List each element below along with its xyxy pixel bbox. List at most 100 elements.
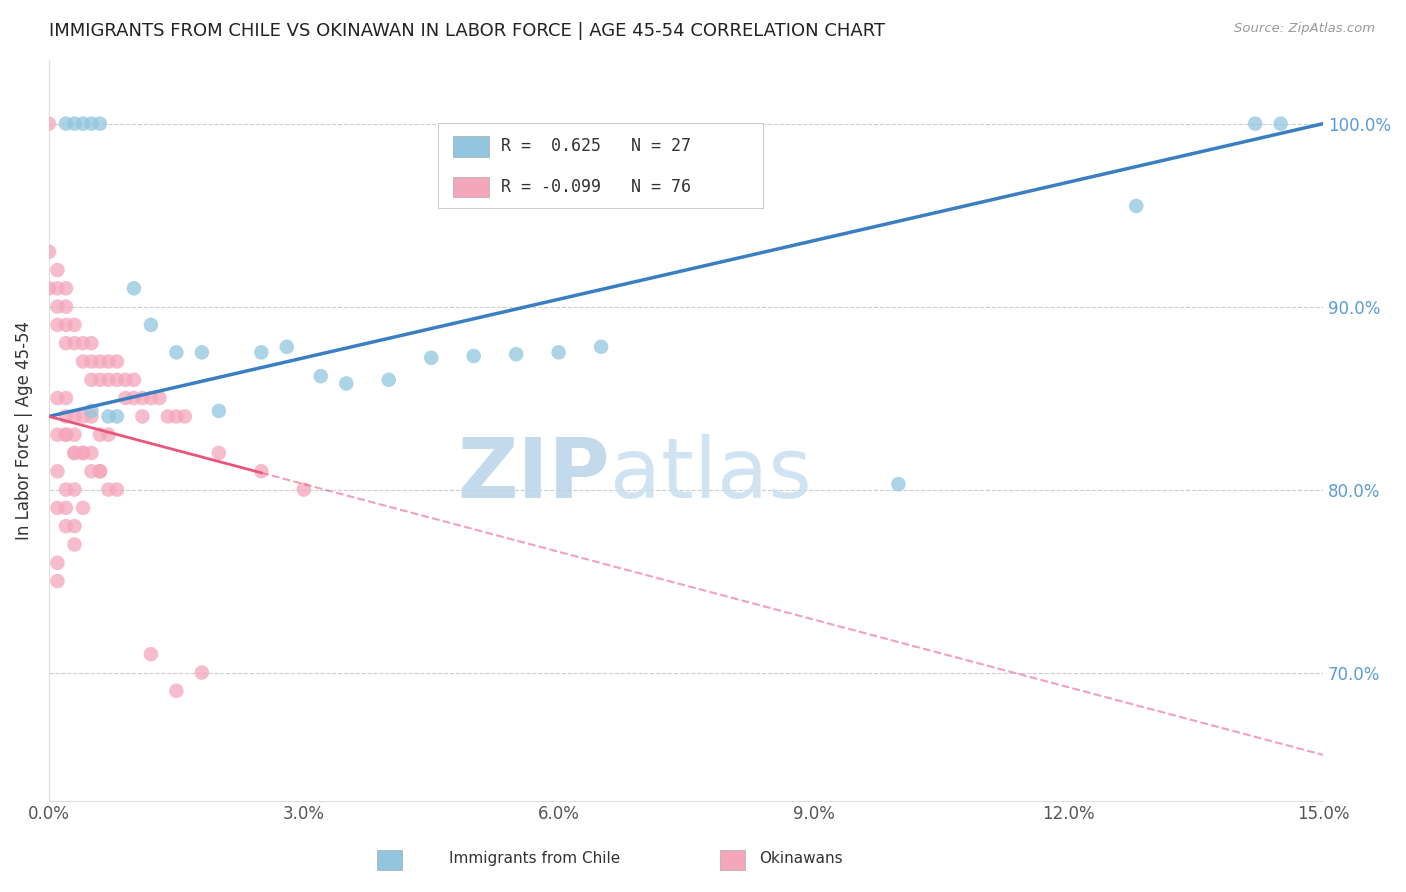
Point [55,519,77,533]
Point [122,373,145,387]
Point [165,409,187,424]
Point [208,446,231,460]
Point [165,345,187,359]
Point [46,318,69,332]
Point [80,117,103,131]
Text: Okinawans: Okinawans [759,851,844,865]
Point [55,427,77,442]
Point [165,683,187,698]
Point [97,427,120,442]
Point [89,464,111,478]
Point [377,373,399,387]
Text: Source: ZipAtlas.com: Source: ZipAtlas.com [1234,22,1375,36]
Point [63,519,86,533]
Point [38,244,60,259]
Point [89,354,111,368]
Point [131,409,153,424]
Y-axis label: In Labor Force | Age 45-54: In Labor Force | Age 45-54 [15,320,32,540]
Point [97,373,120,387]
Point [208,404,231,418]
Point [105,373,128,387]
Point [46,281,69,295]
Point [309,369,332,384]
Point [46,391,69,405]
Point [80,404,103,418]
Point [55,318,77,332]
Point [97,354,120,368]
Point [97,483,120,497]
Text: Immigrants from Chile: Immigrants from Chile [449,851,620,865]
Point [80,464,103,478]
Point [80,336,103,351]
Point [55,117,77,131]
Point [139,318,162,332]
Point [55,500,77,515]
Point [46,500,69,515]
Point [80,354,103,368]
Point [89,464,111,478]
Point [156,409,179,424]
Point [63,483,86,497]
Text: atlas: atlas [610,434,811,515]
Point [46,427,69,442]
Point [80,446,103,460]
Point [63,117,86,131]
Point [46,556,69,570]
Point [46,464,69,478]
Point [72,446,94,460]
Point [250,345,273,359]
Point [547,345,569,359]
Point [72,336,94,351]
Point [55,409,77,424]
Bar [453,136,488,157]
Text: R = -0.099   N = 76: R = -0.099 N = 76 [502,178,692,196]
Point [591,340,613,354]
Point [420,351,443,365]
Point [105,409,128,424]
Point [89,427,111,442]
Point [72,446,94,460]
Point [191,345,214,359]
Point [63,427,86,442]
Point [122,281,145,295]
Point [1244,117,1267,131]
Point [80,409,103,424]
Point [55,300,77,314]
Point [114,373,136,387]
Point [63,318,86,332]
Point [38,117,60,131]
Point [250,464,273,478]
Point [148,391,170,405]
Point [55,427,77,442]
Text: R =  0.625   N = 27: R = 0.625 N = 27 [502,137,692,155]
Point [335,376,357,391]
Point [276,340,298,354]
Point [55,336,77,351]
Point [114,391,136,405]
Point [55,483,77,497]
Point [72,500,94,515]
Point [191,665,214,680]
Point [1125,199,1147,213]
Point [63,336,86,351]
Point [72,354,94,368]
Point [72,409,94,424]
Point [46,574,69,588]
Point [173,409,195,424]
Point [63,446,86,460]
Point [55,281,77,295]
Point [139,647,162,661]
Point [131,391,153,405]
Point [505,347,527,361]
Text: ZIP: ZIP [457,434,610,515]
Point [887,477,910,491]
Point [97,409,120,424]
Point [463,349,485,363]
Point [105,483,128,497]
Point [292,483,315,497]
Point [89,117,111,131]
Point [63,537,86,551]
Point [122,391,145,405]
Point [72,117,94,131]
Point [38,281,60,295]
